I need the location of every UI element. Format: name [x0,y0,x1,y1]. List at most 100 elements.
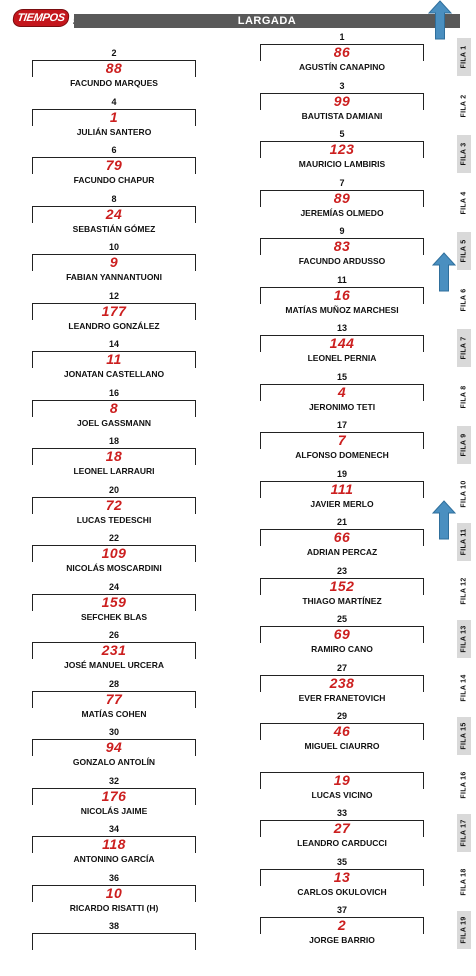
grid-slot: 27 238 EVER FRANETOVICH [260,663,424,707]
grid-slot: 9 83 FACUNDO ARDUSSO [260,226,424,270]
car-number: 94 [105,739,123,755]
grid-slot: 19 111 JAVIER MERLO [260,469,424,513]
grid-box [32,351,196,368]
driver-name: JAVIER MERLO [310,498,374,509]
row-label-text: FILA 4 [460,191,468,214]
grid-box [260,626,424,643]
grid-position: 38 [108,921,119,931]
grid-box [32,448,196,465]
grid-box [260,771,424,789]
grid-position: 24 [108,581,119,592]
driver-name: MAURICIO LAMBIRIS [298,159,386,169]
row-label-text: FILA 19 [460,916,468,944]
grid-box [32,254,196,271]
row-label: FILA 5 [457,232,471,270]
driver-name: MATÍAS MUÑOZ MARCHESI [285,304,399,315]
grid-position: 29 [336,711,347,721]
grid-box [32,108,196,126]
row-label: FILA 8 [457,378,471,416]
row-label-text: FILA 10 [460,479,468,508]
grid-position: 32 [108,775,119,786]
driver-name: NICOLÁS JAIME [80,805,148,816]
grid-slot: 24 159 SEFCHEK BLAS [32,582,196,626]
grid-box [32,642,196,659]
grid-box [32,496,196,514]
grid-position: 27 [336,662,347,673]
driver-name: RICARDO RISATTI (H) [69,902,159,913]
grid-box [32,933,196,950]
row-label: FILA 18 [457,863,471,901]
grid-position: 6 [111,145,117,155]
row-label-text: FILA 13 [460,625,468,653]
row-label-text: FILA 8 [460,385,468,408]
driver-name: RAMIRO CANO [311,644,373,654]
car-number: 46 [333,723,351,739]
grid-box [260,286,424,304]
row-label: FILA 16 [457,766,471,804]
grid-slot: 34 118 ANTONINO GARCÍA [32,824,196,868]
grid-position: 2 [111,48,117,58]
driver-name: LUCAS TEDESCHI [76,514,152,525]
row-label: FILA 2 [457,87,471,125]
up-arrow-icon [432,500,456,540]
driver-name: AGUSTÍN CANAPINO [299,62,385,72]
row-label: FILA 19 [457,911,471,949]
grid-slot: 23 152 THIAGO MARTÍNEZ [260,566,424,610]
grid-box [260,238,424,255]
row-label: FILA 17 [457,814,471,852]
driver-name: EVER FRANETOVICH [298,692,386,703]
grid-box [260,529,424,546]
grid-box [260,141,424,158]
car-number: 118 [102,836,126,852]
car-number: 99 [333,92,351,109]
grid-box [260,674,424,692]
grid-position: 37 [336,905,347,915]
car-number: 231 [101,642,127,658]
driver-name: LEONEL PERNIA [307,353,377,363]
grid-position: 21 [336,517,347,527]
car-number: 2 [337,917,347,933]
grid-box [32,884,196,902]
grid-box [32,302,196,320]
grid-box [32,157,196,174]
grid-slot: 13 144 LEONEL PERNIA [260,323,424,367]
car-number: 66 [333,529,351,545]
grid-position: 13 [336,323,347,333]
row-label-text: FILA 12 [460,576,468,605]
grid-position: 25 [336,614,347,624]
car-number: 152 [329,577,355,594]
driver-name: LUCAS VICINO [311,789,373,800]
row-label-text: FILA 15 [460,722,468,750]
grid-position: 33 [336,808,347,818]
grid-box [32,593,196,611]
grid-position: 4 [111,96,117,107]
up-arrow-icon [432,252,456,292]
grid-slot: 3 99 BAUTISTA DAMIANI [260,81,424,125]
row-label: FILA 6 [457,281,471,319]
grid-box [260,335,424,352]
driver-name: JONATAN CASTELLANO [63,369,165,379]
grid-position: 30 [108,727,119,737]
grid-slot: 36 10 RICARDO RISATTI (H) [32,873,196,917]
row-label: FILA 10 [457,475,471,513]
driver-name: NICOLÁS MOSCARDINI [66,563,162,573]
row-label-text: FILA 5 [460,239,468,263]
row-label: FILA 14 [457,669,471,707]
row-label: FILA 3 [457,135,471,173]
up-arrow-icon [428,0,452,40]
grid-slot: 12 177 LEANDRO GONZÁLEZ [32,291,196,335]
driver-name: FACUNDO CHAPUR [73,175,155,185]
row-label-text: FILA 14 [460,673,468,702]
grid-slot: 22 109 NICOLÁS MOSCARDINI [32,533,196,577]
grid-box [260,868,424,886]
driver-name: THIAGO MARTÍNEZ [302,595,382,606]
grid-box [260,723,424,740]
car-number: 111 [330,480,354,497]
car-number: 238 [329,674,355,691]
driver-name: JOSÉ MANUEL URCERA [64,660,164,670]
grid-box [260,383,424,401]
driver-name: SEFCHEK BLAS [80,611,148,622]
car-number: 1 [109,108,119,125]
page-title: LARGADA [237,15,297,27]
driver-name: FACUNDO MARQUES [70,78,158,88]
